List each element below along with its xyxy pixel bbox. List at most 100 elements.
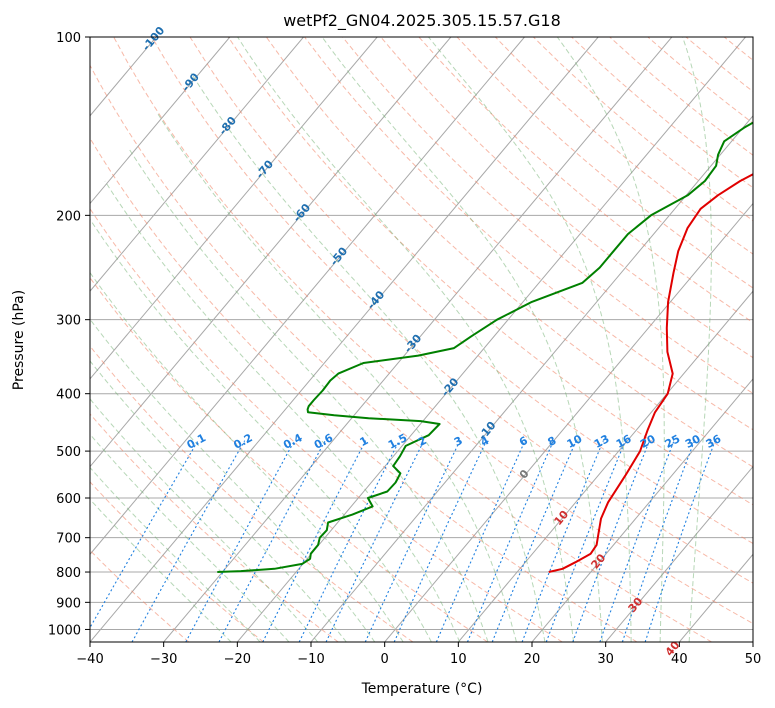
y-tick-label: 300 bbox=[56, 314, 81, 329]
mixing-ratio-line bbox=[572, 440, 651, 642]
dry-adiabat-line bbox=[90, 549, 190, 642]
moist-adiabat-line bbox=[428, 37, 632, 642]
dry-adiabat-line bbox=[227, 37, 753, 506]
mixing-ratio-line bbox=[218, 440, 326, 642]
y-tick-label: 1000 bbox=[48, 623, 81, 638]
isotherm-line bbox=[90, 37, 525, 556]
x-tick-label: −20 bbox=[224, 652, 251, 667]
mixing-ratio-label: 0.1 bbox=[185, 431, 208, 452]
mixing-ratio-line bbox=[621, 440, 696, 642]
mixing-ratio-label: 13 bbox=[592, 432, 612, 451]
mixing-ratio-label: 3 bbox=[452, 434, 465, 449]
mixing-ratio-line bbox=[298, 440, 400, 642]
y-tick-label: 400 bbox=[56, 388, 81, 403]
mixing-ratio-label: 36 bbox=[704, 432, 724, 451]
y-tick-label: 800 bbox=[56, 566, 81, 581]
moist-adiabat-line bbox=[321, 37, 603, 642]
dry-adiabat-line bbox=[494, 37, 753, 255]
mixing-ratio-label: 10 bbox=[565, 432, 585, 451]
x-tick-label: 10 bbox=[450, 652, 467, 667]
dry-adiabat-line bbox=[609, 37, 753, 156]
isotherm-line bbox=[310, 115, 753, 642]
isotherm-line bbox=[0, 37, 9, 642]
y-tick-label: 600 bbox=[56, 492, 81, 507]
isotherm-line bbox=[457, 290, 753, 642]
x-tick-label: 50 bbox=[745, 652, 762, 667]
isotherm-line bbox=[90, 37, 304, 292]
mixing-ratio-label: 25 bbox=[663, 432, 683, 451]
isotherm-line bbox=[531, 378, 753, 642]
dry-adiabat-line bbox=[456, 37, 753, 289]
axes: −40 −30 −20 −10 0 10 20 30 40 50 100 200 300 400 500 60… bbox=[48, 31, 761, 667]
mixing-ratio-line bbox=[364, 440, 461, 642]
isotherm-line bbox=[384, 202, 753, 642]
isotherm-line bbox=[678, 553, 753, 642]
mixing-ratio-label: 30 bbox=[683, 432, 703, 451]
mixing-ratio-line bbox=[262, 440, 367, 642]
x-tick-label: 40 bbox=[671, 652, 688, 667]
dry-adiabat-line bbox=[90, 64, 712, 642]
dewpoint-line bbox=[217, 121, 753, 573]
moist-adiabat-line bbox=[90, 318, 376, 642]
moist-adiabat-line bbox=[90, 498, 232, 642]
moist-adiabat-line bbox=[682, 37, 712, 642]
dry-adiabat-line bbox=[723, 37, 753, 61]
isotherm-line bbox=[90, 37, 599, 642]
y-tick-label: 500 bbox=[56, 445, 81, 460]
mixing-ratio-label: 20 bbox=[638, 432, 658, 451]
dry-adiabat-line bbox=[418, 37, 753, 324]
mixing-ratio-label: 0.2 bbox=[231, 431, 254, 452]
dry-adiabat-line bbox=[762, 37, 775, 642]
mixing-ratio-label: 0.6 bbox=[312, 431, 336, 452]
dry-adiabat-line bbox=[342, 37, 753, 394]
dry-adiabat-line bbox=[90, 413, 339, 642]
mixing-ratio-label: 16 bbox=[614, 432, 634, 451]
x-tick-label: −10 bbox=[297, 652, 324, 667]
mixing-ratio-line bbox=[325, 440, 425, 642]
mixing-ratio-line bbox=[131, 440, 246, 642]
mixing-ratio-label: 8 bbox=[546, 434, 559, 449]
isotherm-line bbox=[605, 465, 753, 642]
dry-adiabat-line bbox=[90, 207, 563, 642]
x-tick-label: 20 bbox=[524, 652, 541, 667]
moist-adiabat-line bbox=[129, 149, 489, 642]
dry-adiabat-line bbox=[304, 37, 753, 431]
mixing-ratio-line bbox=[90, 440, 199, 629]
mixing-ratio-line bbox=[545, 440, 626, 642]
x-axis-title: Temperature (°C) bbox=[361, 681, 483, 697]
isotherm-label: -100 bbox=[140, 24, 168, 54]
moist-adiabat-line bbox=[556, 37, 665, 642]
dry-adiabat-line bbox=[151, 37, 753, 584]
isotherm-line bbox=[90, 37, 452, 468]
mixing-ratio-line bbox=[599, 440, 675, 642]
y-tick-label: 700 bbox=[56, 532, 81, 547]
dry-adiabat-line bbox=[90, 345, 414, 642]
moist-adiabat-line bbox=[237, 37, 575, 642]
x-tick-label: −30 bbox=[150, 652, 177, 667]
moist-adiabat-line bbox=[90, 360, 347, 642]
moist-adiabat-line bbox=[157, 113, 517, 642]
line-labels: 0.1 0.2 0.4 0.6 1 1.5 2 3 4 6 8 10 13 16 20 25 30 36-100-… bbox=[140, 24, 724, 659]
y-tick-label: 900 bbox=[56, 596, 81, 611]
isotherm-line bbox=[752, 641, 753, 642]
mixing-ratio-line bbox=[491, 440, 577, 642]
mixing-ratio-label: 1.5 bbox=[386, 431, 409, 452]
moist-adiabat-line bbox=[104, 180, 461, 642]
plot-frame bbox=[89, 36, 754, 643]
y-tick-label: 100 bbox=[56, 31, 81, 46]
x-tick-label: −40 bbox=[76, 652, 103, 667]
moist-adiabat-line bbox=[90, 271, 404, 642]
mixing-ratio-line bbox=[185, 440, 295, 642]
mixing-ratio-line bbox=[644, 440, 716, 642]
moist-adiabat-line bbox=[90, 433, 290, 642]
dry-adiabat-line bbox=[90, 481, 264, 642]
chart-title: wetPf2_GN04.2025.305.15.57.G18 bbox=[283, 11, 561, 31]
dry-adiabat-line bbox=[380, 37, 753, 359]
mixing-ratio-line bbox=[393, 440, 487, 642]
mixing-ratio-line bbox=[521, 440, 604, 642]
y-axis-title: Pressure (hPa) bbox=[11, 290, 27, 390]
x-tick-label: 30 bbox=[597, 652, 614, 667]
mixing-ratio-line bbox=[466, 440, 555, 642]
sounding-lines bbox=[217, 121, 753, 573]
